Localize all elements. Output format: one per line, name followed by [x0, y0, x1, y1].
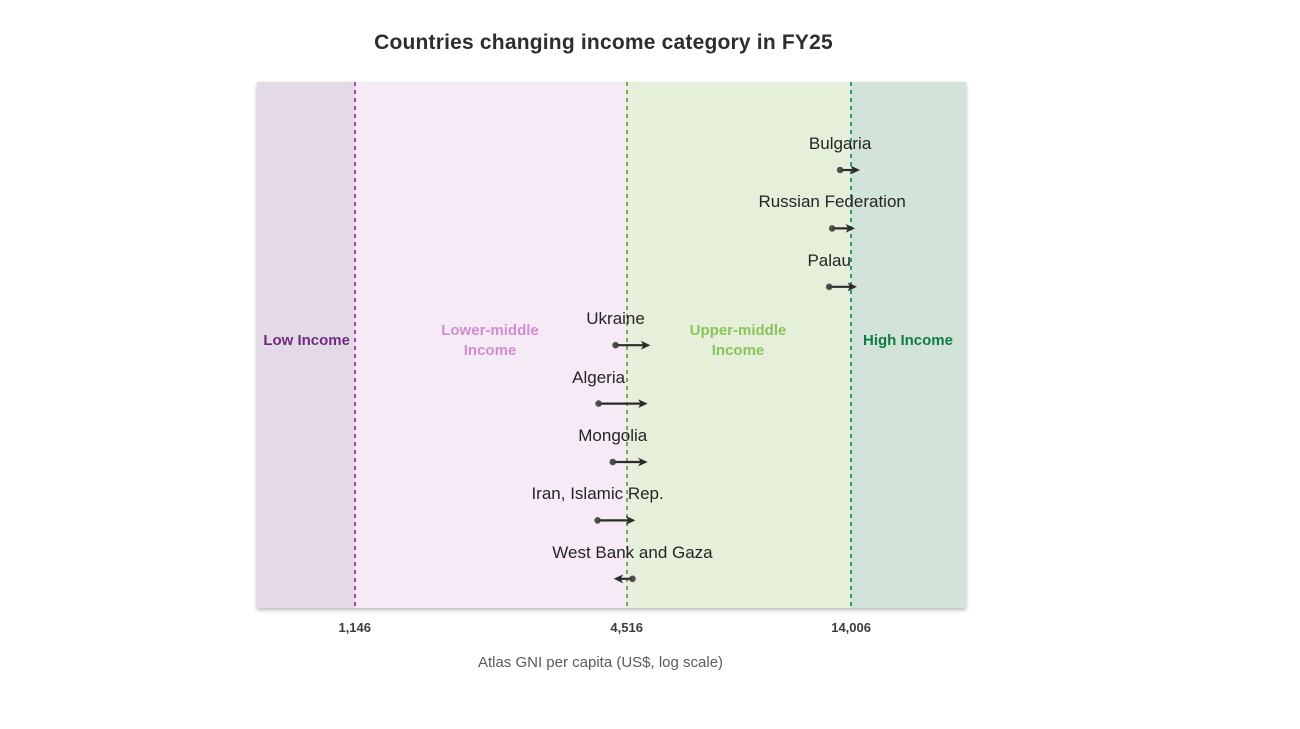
income-band-1	[354, 82, 627, 608]
arrow-start-dot	[594, 517, 601, 524]
arrow-head-icon	[850, 165, 861, 175]
country-arrow	[594, 516, 636, 525]
country-arrow	[595, 399, 648, 408]
arrow-head-icon	[847, 282, 858, 292]
arrow-head-icon	[845, 224, 856, 233]
income-band-0	[257, 82, 355, 608]
arrow-head-icon	[638, 457, 648, 467]
threshold-line-0	[353, 82, 356, 608]
country-arrow	[613, 574, 636, 584]
threshold-line-2	[850, 82, 853, 608]
country-arrow	[836, 165, 861, 175]
arrow-head-icon	[613, 574, 624, 584]
country-arrow	[609, 457, 648, 467]
tick-label-0: 1,146	[338, 620, 372, 635]
country-arrow	[825, 282, 858, 292]
income-band-2	[626, 82, 852, 608]
arrow-start-dot	[825, 283, 833, 291]
arrow-start-dot	[612, 341, 619, 349]
arrow-start-dot	[609, 458, 617, 466]
country-arrow	[612, 340, 651, 350]
axis-title: Atlas GNI per capita (US$, log scale)	[477, 654, 724, 671]
arrow-start-dot	[828, 225, 836, 232]
band-label-upper-middle-income: Upper-middle Income	[689, 322, 787, 359]
country-arrow	[828, 224, 856, 233]
band-label-low-income: Low Income	[263, 332, 350, 349]
arrow-head-icon	[638, 399, 648, 408]
country-arrows-layer	[594, 165, 861, 584]
band-label-lower-middle-income: Lower-middle Income	[441, 322, 539, 359]
band-label-high-income: High Income	[862, 332, 953, 349]
income-bands-layer	[257, 82, 966, 608]
arrow-head-icon	[625, 516, 636, 525]
arrow-start-dot	[836, 166, 844, 174]
tick-label-1: 4,516	[610, 620, 643, 635]
plot-area: Low Income Lower-middle Income Upper-mid…	[257, 82, 966, 635]
arrow-start-dot	[629, 575, 636, 583]
arrow-start-dot	[595, 400, 602, 407]
chart-title: Countries changing income category in FY…	[374, 31, 833, 54]
arrow-head-icon	[640, 340, 651, 350]
tick-label-2: 14,006	[831, 620, 871, 635]
income-band-3	[851, 82, 966, 608]
